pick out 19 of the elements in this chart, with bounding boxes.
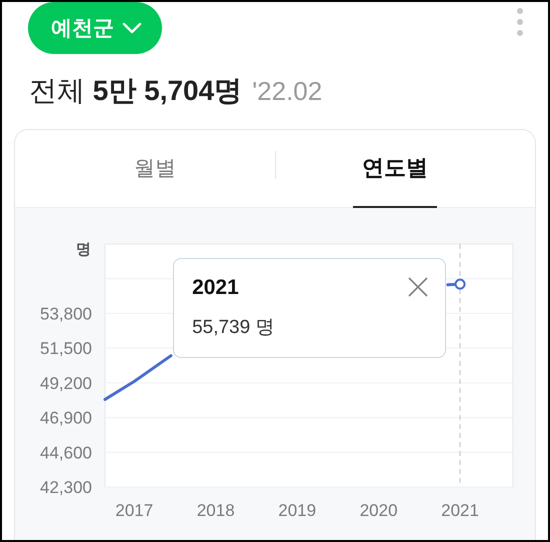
x-tick-label: 2019 bbox=[278, 501, 316, 520]
date-label: '22.02 bbox=[252, 76, 322, 107]
title: 예천군 bbox=[51, 16, 114, 42]
subtitle: 전체 5만 5,704명 bbox=[29, 74, 242, 108]
x-tick-label: 2020 bbox=[360, 501, 398, 520]
tab-label: 월별 bbox=[134, 156, 176, 182]
x-tick-label: 2021 bbox=[441, 501, 479, 520]
y-tick-label: 44,600 bbox=[40, 443, 92, 462]
tooltip-text: 55,739 명 bbox=[192, 316, 274, 340]
x-tick-label: 2017 bbox=[115, 501, 154, 520]
tab-label: 연도별 bbox=[362, 154, 428, 182]
tooltip-text: 2021 bbox=[192, 276, 239, 300]
y-tick-label: 42,300 bbox=[40, 478, 92, 497]
x-tick-label: 2018 bbox=[196, 501, 235, 520]
y-axis-title: 명 bbox=[76, 241, 91, 258]
y-tick-label: 46,900 bbox=[40, 408, 92, 428]
y-tick-label: 51,500 bbox=[40, 339, 92, 358]
y-tick-label: 53,800 bbox=[40, 304, 92, 324]
y-tick-label: 49,200 bbox=[40, 374, 92, 393]
